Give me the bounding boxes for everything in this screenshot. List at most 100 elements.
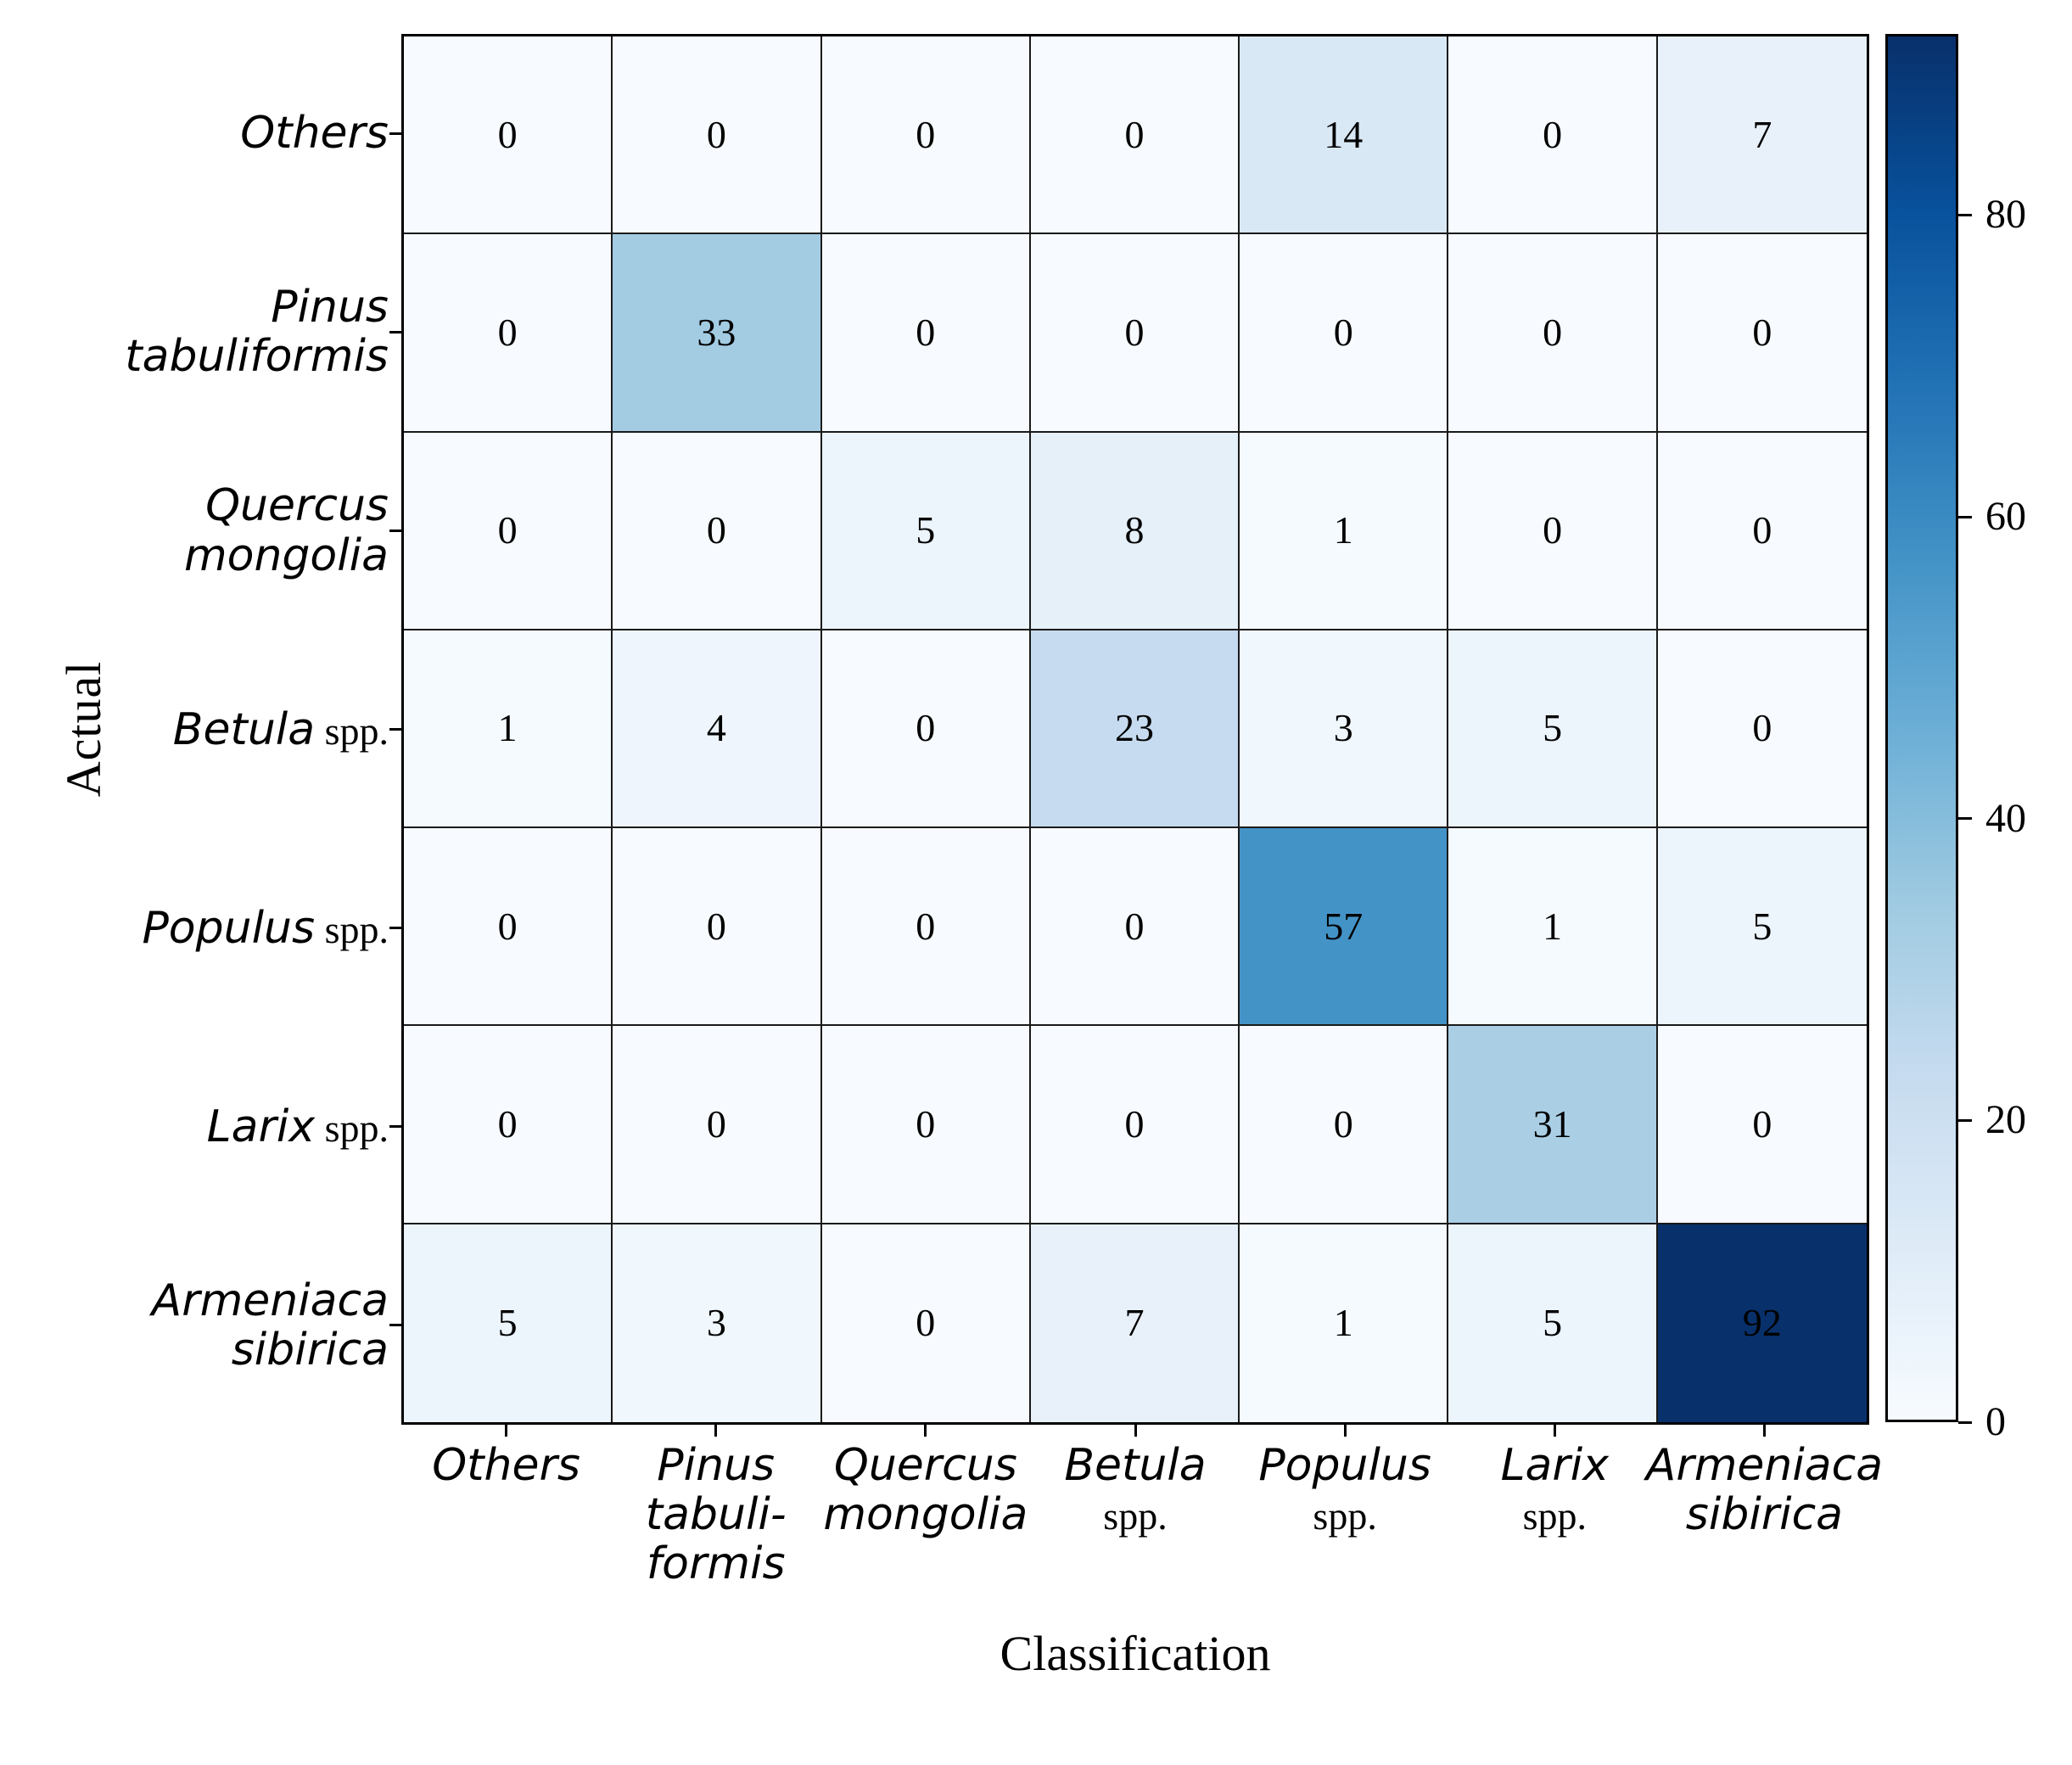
matrix-cell: 0 [1240,1026,1449,1224]
matrix-cell: 7 [1030,1224,1240,1422]
col-label-larix-spp-: Larix spp. [1501,1441,1609,1539]
cell-value: 8 [1124,508,1145,552]
matrix-cell: 5 [1448,630,1658,829]
x-tick-mark [924,1425,927,1437]
colorbar-tick-mark [1958,1420,1972,1424]
label-text: mongolia [183,530,389,581]
matrix-cell: 0 [1448,36,1658,235]
matrix-cell: 1 [1240,432,1449,630]
label-text: Quercus [205,480,389,532]
cell-value: 0 [497,508,518,552]
matrix-cell: 5 [821,432,1031,630]
label-text: sibirica [1685,1489,1844,1541]
label-text: tabuliformis [125,331,389,383]
cell-value: 0 [497,904,518,948]
colorbar-tick-label: 60 [1985,494,2026,540]
cell-value: 0 [1333,310,1353,354]
colorbar-tick-label: 40 [1985,795,2026,841]
label-text: Armeniaca [1645,1440,1884,1491]
label-text: Pinus [657,1440,776,1491]
cell-value: 0 [706,112,726,156]
cell-value: 5 [1543,1301,1563,1345]
col-label-others: Others [432,1441,580,1490]
colorbar-tick-label: 0 [1985,1399,2006,1444]
cell-value: 0 [1124,112,1145,156]
colorbar [1885,34,1958,1422]
cell-value: 0 [1752,310,1772,354]
label-text: tabuli- [645,1489,787,1541]
matrix-cell: 4 [613,630,822,829]
y-axis-tick-labels: Others Pinus tabuliformis Quercus mongolia Be… [0,34,389,1425]
matrix-cell: 0 [1448,432,1658,630]
matrix-cell: 14 [1240,36,1449,235]
cell-value: 0 [916,1301,936,1345]
cell-value: 0 [497,310,518,354]
matrix-cell: 0 [821,234,1031,433]
x-axis-tick-labels: Others Pinus tabuli-formis Quercus mongolia B… [401,1441,1883,1661]
row-label-pinus-tabuliformis: Pinus tabuliformis [0,283,389,381]
cell-value: 0 [916,1102,936,1146]
x-axis-title: Classification [1000,1626,1271,1681]
label-text: spp. [315,1106,389,1150]
colorbar-tick-label: 20 [1985,1097,2026,1143]
matrix-cell: 0 [1657,432,1867,630]
col-label-populus-spp-: Populus spp. [1258,1441,1431,1539]
colorbar-tick-mark [1958,1118,1972,1122]
row-label-quercus-mongolia: Quercus mongolia [0,481,389,580]
cell-value: 0 [1752,706,1772,750]
label-text: Others [240,107,389,159]
cell-value: 0 [1752,508,1772,552]
matrix-cell: 0 [1448,234,1658,433]
cell-value: 0 [916,112,936,156]
x-tick-mark [505,1425,508,1437]
matrix-cell: 7 [1657,36,1867,235]
label-text: mongolia [823,1489,1028,1541]
matrix-cell: 0 [821,1026,1031,1224]
label-text: Larix [206,1101,316,1152]
matrix-cell: 0 [404,234,613,433]
label-text: sibirica [231,1324,389,1376]
x-tick-mark [714,1425,718,1437]
cell-value: 0 [497,112,518,156]
cell-value: 33 [697,310,736,354]
col-label-betula-spp-: Betula spp. [1064,1441,1206,1539]
cell-value: 31 [1532,1102,1572,1146]
label-text: Armeniaca [151,1275,389,1326]
matrix-cell: 0 [1030,36,1240,235]
matrix-cell: 33 [613,234,822,433]
cell-value: 0 [1543,508,1563,552]
cell-value: 7 [1124,1301,1145,1345]
x-tick-mark [1762,1425,1766,1437]
label-text: spp. [315,907,389,951]
cell-value: 0 [916,310,936,354]
row-label-populus-spp-: Populus spp. [0,903,389,953]
matrix-cell: 5 [404,1224,613,1422]
label-text: Pinus [271,281,389,333]
matrix-cell: 5 [1657,828,1867,1027]
cell-value: 0 [1543,310,1563,354]
col-label-pinus-tabuliformis: Pinus tabuli-formis [646,1441,787,1589]
y-tick-mark [389,529,401,532]
cell-value: 14 [1324,112,1364,156]
matrix-cell: 1 [404,630,613,829]
matrix-cell: 0 [404,828,613,1027]
cell-value: 0 [497,1102,518,1146]
heatmap-grid: 0 0 0 0 14 0 7 0 33 0 0 0 0 0 0 0 5 8 1 0 0 1 4 0 23 3 5 0 0 0 0 0 57 1 5 0… [401,34,1869,1425]
cell-value: 1 [1333,508,1353,552]
matrix-cell: 3 [1240,630,1449,829]
matrix-cell: 0 [821,630,1031,829]
cell-value: 0 [916,904,936,948]
matrix-cell: 0 [821,1224,1031,1422]
matrix-cell: 0 [1030,234,1240,433]
matrix-cell: 1 [1240,1224,1449,1422]
cell-value: 1 [497,706,518,750]
label-text: spp. [1103,1494,1168,1538]
matrix-cell: 0 [1657,1026,1867,1224]
label-text: formis [646,1538,786,1590]
matrix-cell: 0 [1657,630,1867,829]
colorbar-tick-mark [1958,515,1972,518]
cell-value: 23 [1114,706,1154,750]
colorbar-tick-label: 80 [1985,192,2026,238]
cell-value: 0 [706,1102,726,1146]
